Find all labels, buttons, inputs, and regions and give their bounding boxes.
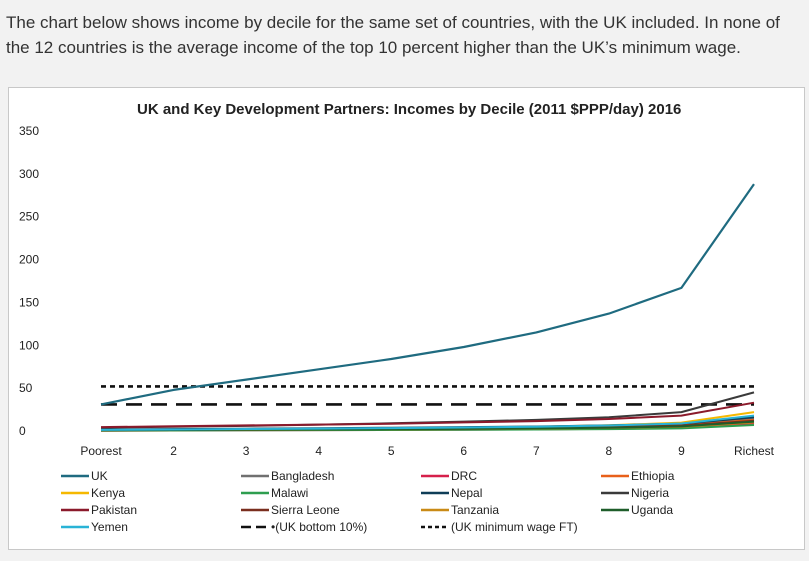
intro-paragraph: The chart below shows income by decile f… (6, 13, 780, 57)
series-line-pakistan (100, 401, 755, 429)
legend-label-sierra-leone: Sierra Leone (271, 503, 340, 517)
chart-title: UK and Key Development Partners: Incomes… (137, 101, 681, 118)
y-tick-label: 50 (19, 381, 33, 395)
legend-label-malawi: Malawi (271, 486, 308, 500)
line-chart: UK and Key Development Partners: Incomes… (19, 101, 775, 534)
series-line-yemen (100, 414, 755, 431)
x-tick-label: 5 (388, 444, 395, 458)
legend-label-ethiopia: Ethiopia (631, 469, 675, 483)
y-tick-label: 350 (19, 124, 39, 138)
y-tick-label: 0 (19, 424, 26, 438)
legend-label-yemen: Yemen (91, 520, 128, 534)
series-line-uk (100, 183, 755, 406)
x-tick-label: Richest (734, 444, 775, 458)
legend-label-nigeria: Nigeria (631, 486, 669, 500)
legend-label-nepal: Nepal (451, 486, 482, 500)
y-tick-label: 300 (19, 167, 39, 181)
x-tick-label: 7 (533, 444, 540, 458)
y-tick-label: 150 (19, 295, 39, 309)
legend-label-kenya: Kenya (91, 486, 125, 500)
x-tick-label: 4 (315, 444, 322, 458)
y-tick-label: 250 (19, 210, 39, 224)
legend-label-tanzania: Tanzania (451, 503, 499, 517)
x-tick-label: 8 (606, 444, 613, 458)
x-tick-label: 2 (170, 444, 177, 458)
legend-label-uk-bottom-10: •(UK bottom 10%) (271, 520, 367, 534)
x-tick-label: Poorest (80, 444, 122, 458)
legend-label-pakistan: Pakistan (91, 503, 137, 517)
legend-label-bangladesh: Bangladesh (271, 469, 334, 483)
legend-label-uganda: Uganda (631, 503, 673, 517)
y-tick-label: 100 (19, 338, 39, 352)
legend-label-uk: UK (91, 469, 108, 483)
x-tick-label: 3 (243, 444, 250, 458)
chart-frame: UK and Key Development Partners: Incomes… (8, 87, 805, 550)
legend-label-uk-minimum-wage-ft: (UK minimum wage FT) (451, 520, 578, 534)
y-tick-label: 200 (19, 253, 39, 267)
legend-label-drc: DRC (451, 469, 477, 483)
x-tick-label: 6 (460, 444, 467, 458)
x-tick-label: 9 (678, 444, 685, 458)
